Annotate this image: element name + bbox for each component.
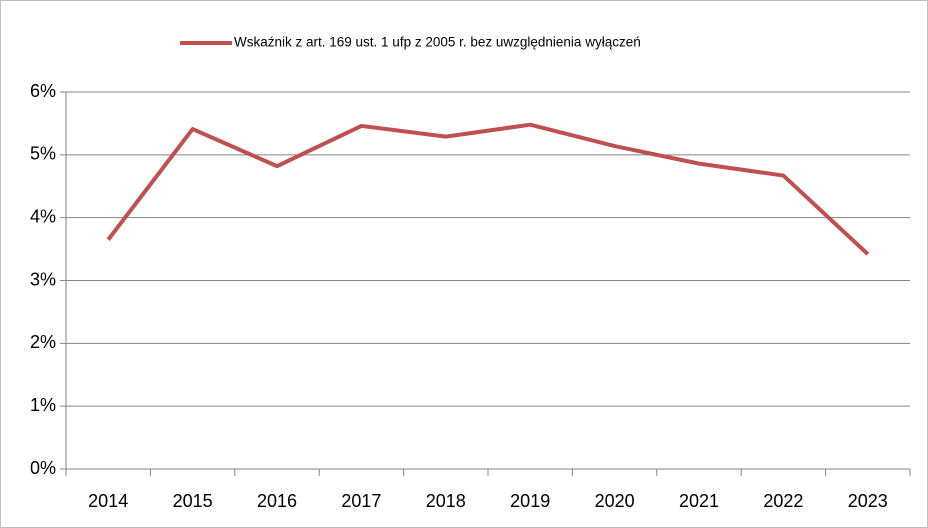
x-tick-label: 2017 [341, 491, 381, 511]
x-tick-label: 2015 [173, 491, 213, 511]
y-tick-label: 3% [30, 269, 56, 289]
x-tick-label: 2023 [848, 491, 888, 511]
y-tick-label: 4% [30, 206, 56, 226]
x-tick-label: 2016 [257, 491, 297, 511]
y-tick-label: 6% [30, 81, 56, 101]
y-tick-label: 5% [30, 144, 56, 164]
y-tick-label: 2% [30, 332, 56, 352]
x-tick-label: 2014 [88, 491, 128, 511]
x-tick-label: 2020 [595, 491, 635, 511]
y-tick-label: 0% [30, 458, 56, 478]
y-tick-label: 1% [30, 395, 56, 415]
x-tick-label: 2022 [763, 491, 803, 511]
legend-label: Wskaźnik z art. 169 ust. 1 ufp z 2005 r.… [234, 35, 641, 50]
x-tick-label: 2018 [426, 491, 466, 511]
x-tick-label: 2019 [510, 491, 550, 511]
x-tick-label: 2021 [679, 491, 719, 511]
data-line [106, 122, 870, 256]
